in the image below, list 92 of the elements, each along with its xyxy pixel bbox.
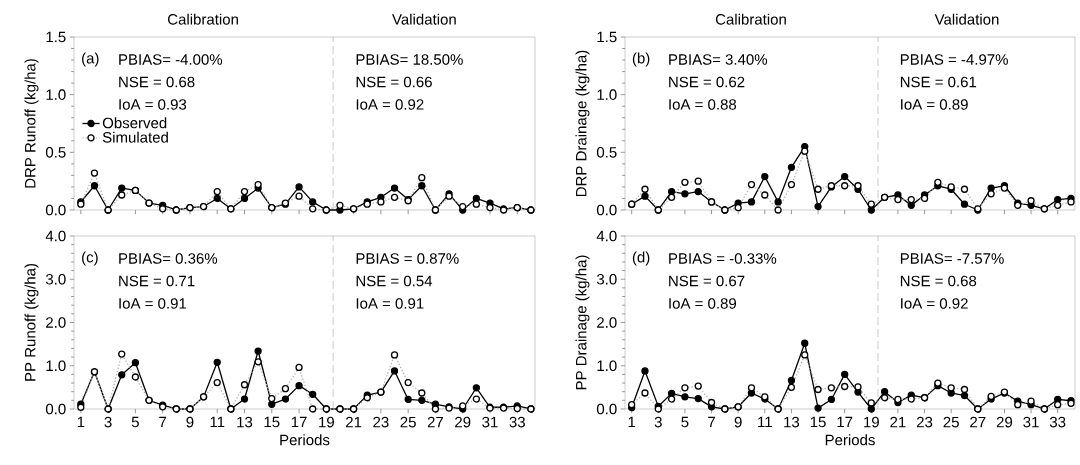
y-tick-label: 0.0 [45, 204, 66, 216]
text: Validation [392, 13, 456, 25]
x-tick-label: 31 [482, 416, 498, 428]
annotation: PBIAS= -4.00% [119, 54, 223, 65]
y-tick-label: 3.0 [596, 273, 617, 285]
y-tick-label: 0.0 [45, 403, 66, 415]
legend-label: Observed [102, 117, 167, 129]
annotation: IoA = 0.92 [901, 298, 968, 309]
annotation: IoA = 0.88 [669, 99, 737, 110]
x-tick-label: 15 [264, 416, 280, 428]
annotation: NSE = 0.68 [900, 275, 977, 287]
annotation: NSE = 0.61 [900, 76, 977, 88]
x-tick-label: 9 [734, 416, 742, 428]
x-tick-label: 11 [210, 416, 225, 428]
annotation: PBIAS= 18.50% [356, 54, 463, 65]
y-tick-label: 0.0 [596, 204, 617, 216]
x-tick-label: 19 [864, 416, 879, 428]
x-tick-label: 13 [784, 416, 800, 428]
annotation: PBIAS = -0.33% [669, 253, 777, 264]
y-tick-label: 0.5 [45, 147, 66, 158]
x-tick-label: 5 [131, 416, 139, 428]
x-tick-label: 11 [758, 416, 772, 428]
x-tick-label: 3 [104, 416, 112, 428]
x-tick-label: 17 [837, 416, 853, 428]
x-axis-title: Periods [280, 434, 330, 446]
x-tick-label: 1 [628, 416, 636, 428]
x-tick-label: 31 [1023, 416, 1039, 428]
x-tick-label: 3 [654, 416, 662, 428]
y-tick-label: 1.0 [46, 89, 66, 100]
annotation: IoA = 0.89 [669, 298, 737, 309]
text: Calibration [715, 13, 786, 25]
x-tick-label: 9 [186, 416, 194, 428]
annotation: (d) [632, 251, 650, 266]
y-tick-label: 3.0 [45, 273, 66, 285]
y-axis-title: PP Drainage (kg/ha) [575, 255, 590, 390]
y-tick-label: 1.5 [597, 31, 617, 43]
annotation: IoA = 0.93 [119, 99, 187, 110]
annotation: (b) [632, 52, 650, 67]
x-tick-label: 13 [237, 416, 253, 428]
text: Validation [934, 13, 999, 25]
annotation: IoA = 0.92 [356, 99, 424, 110]
x-tick-label: 1 [77, 416, 85, 428]
annotation: NSE = 0.68 [119, 76, 195, 88]
x-tick-label: 33 [509, 416, 525, 428]
annotation: IoA = 0.91 [356, 298, 424, 309]
annotation: PBIAS = -4.97% [900, 54, 1008, 65]
annotation: NSE = 0.71 [119, 275, 195, 287]
y-tick-label: 4.0 [45, 230, 66, 242]
annotation: NSE = 0.67 [669, 275, 745, 287]
y-tick-label: 1.0 [46, 360, 66, 372]
annotation: NSE = 0.66 [356, 76, 432, 88]
y-tick-label: 1.5 [46, 31, 66, 43]
annotation: PBIAS= 0.36% [119, 253, 218, 264]
annotation: PBIAS= 3.40% [669, 54, 768, 65]
x-tick-label: 27 [970, 416, 986, 428]
x-tick-label: 29 [455, 416, 471, 428]
y-tick-label: 1.0 [597, 360, 617, 372]
y-axis-title: DRP Drainage (kg/ha) [575, 50, 590, 197]
x-tick-label: 17 [291, 416, 307, 428]
y-tick-label: 0.5 [596, 147, 617, 158]
x-tick-label: 23 [373, 416, 389, 428]
annotation: NSE = 0.54 [356, 275, 433, 287]
x-tick-label: 7 [708, 416, 715, 428]
x-tick-label: 21 [346, 416, 362, 428]
x-tick-label: 5 [681, 416, 689, 428]
annotation: (c) [82, 251, 98, 266]
y-tick-label: 4.0 [596, 230, 617, 242]
legend-label: Simulated [102, 131, 168, 143]
y-tick-label: 2.0 [46, 317, 66, 328]
x-tick-label: 15 [810, 416, 826, 428]
y-tick-label: 0.0 [596, 403, 617, 415]
x-tick-label: 33 [1049, 416, 1066, 428]
x-tick-label: 25 [943, 416, 959, 428]
annotation: (a) [82, 52, 99, 67]
text: Calibration [168, 13, 238, 25]
x-tick-label: 7 [159, 416, 167, 428]
x-tick-label: 23 [916, 416, 933, 428]
y-axis-title: DRP Runoff (kg/ha) [24, 59, 39, 188]
y-tick-label: 1.0 [597, 89, 617, 100]
x-axis-title: Periods [825, 434, 875, 446]
annotation: NSE = 0.62 [669, 76, 745, 88]
y-tick-label: 2.0 [597, 317, 617, 328]
annotation: PBIAS = 0.87% [356, 253, 459, 264]
x-tick-label: 25 [400, 416, 416, 428]
annotation: IoA = 0.89 [901, 99, 968, 110]
x-tick-label: 27 [427, 416, 444, 428]
x-tick-label: 29 [996, 416, 1013, 428]
x-tick-label: 21 [890, 416, 906, 428]
y-axis-title: PP Runoff (kg/ha) [24, 263, 39, 381]
x-tick-label: 19 [319, 416, 334, 428]
annotation: IoA = 0.91 [119, 298, 187, 309]
annotation: PBIAS= -7.57% [900, 253, 1004, 264]
